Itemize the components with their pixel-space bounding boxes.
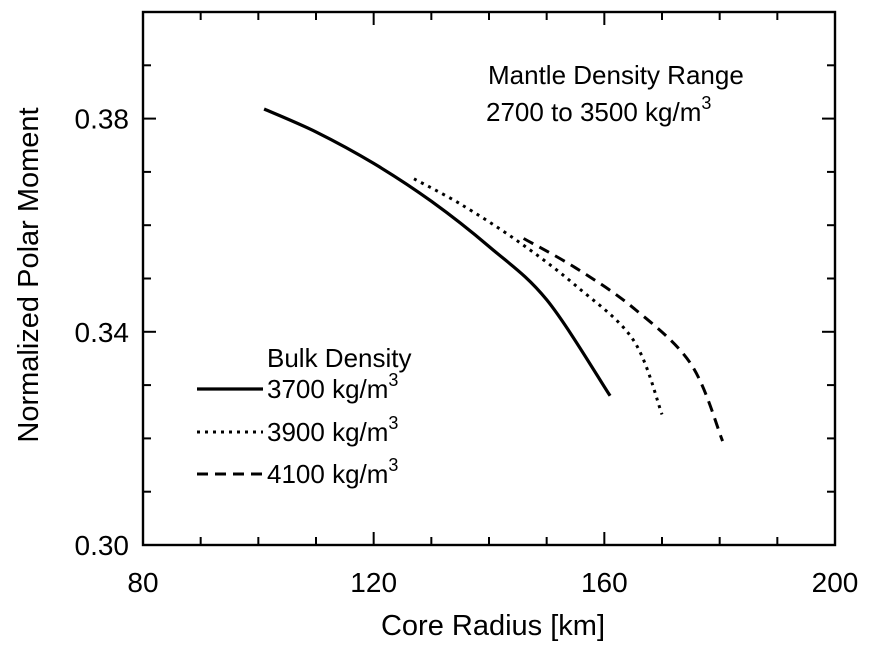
x-tick-label: 80 [127, 567, 158, 598]
legend-title: Bulk Density [267, 343, 412, 373]
series-line-2 [413, 177, 664, 415]
series-line-1 [263, 107, 612, 397]
plot-frame [141, 10, 837, 547]
ticks-layer [142, 11, 836, 546]
x-tick-label: 200 [812, 567, 859, 598]
legend-label-2: 3900 kg/m3 [267, 413, 398, 447]
legend-label-3: 4100 kg/m3 [267, 455, 398, 489]
y-tick-label: 0.38 [75, 104, 130, 135]
annotation-line-2-sup: 3 [701, 93, 711, 113]
x-axis-title: Core Radius [km] [381, 610, 605, 642]
y-tick-label: 0.30 [75, 530, 130, 561]
annotation-line-2: 2700 to 3500 kg/m3 [486, 93, 711, 127]
series-layer [263, 107, 724, 442]
y-axis-title: Normalized Polar Moment [13, 107, 45, 442]
x-tick-label: 160 [581, 567, 628, 598]
x-tick-label: 120 [350, 567, 397, 598]
legend-label-text: 3700 kg/m [267, 374, 388, 404]
legend-label-text: 4100 kg/m [267, 459, 388, 489]
legend-label-sup: 3 [388, 455, 398, 475]
y-tick-label: 0.34 [75, 317, 130, 348]
legend-label-text: 3900 kg/m [267, 417, 388, 447]
annotation-line-2-text: 2700 to 3500 kg/m [486, 97, 701, 127]
legend-label-sup: 3 [388, 413, 398, 433]
series-line-3 [522, 237, 724, 442]
legend-label-1: 3700 kg/m3 [267, 370, 398, 404]
legend-label-sup: 3 [388, 370, 398, 390]
annotation-line-1: Mantle Density Range [488, 60, 744, 90]
